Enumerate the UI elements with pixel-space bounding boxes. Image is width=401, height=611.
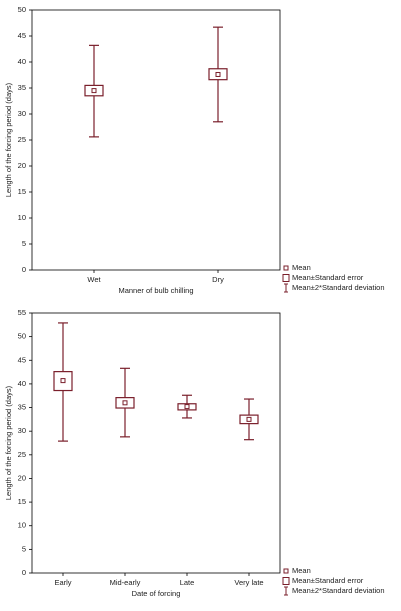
y-axis-label: Length of the forcing period (days) <box>4 82 13 197</box>
x-tick-label: Early <box>54 578 71 587</box>
legend-symbol <box>283 265 289 271</box>
mean-marker <box>60 378 66 384</box>
y-tick-label: 15 <box>18 497 26 506</box>
legend-label: Mean±2*Standard deviation <box>292 283 385 292</box>
legend-label: Mean±2*Standard deviation <box>292 586 385 595</box>
plot-area <box>31 312 281 574</box>
y-tick-label: 35 <box>18 403 26 412</box>
y-tick-label: 45 <box>18 355 26 364</box>
y-tick-label: 25 <box>18 135 26 144</box>
x-tick-label: Late <box>180 578 195 587</box>
legend-label: Mean±Standard error <box>292 576 364 585</box>
y-tick-label: 45 <box>18 31 26 40</box>
mean-marker <box>91 88 97 94</box>
mean-marker <box>215 71 221 77</box>
x-tick-label: Mid-early <box>110 578 141 587</box>
legend-label: Mean <box>292 263 311 272</box>
legend-symbol <box>282 577 290 585</box>
mean-marker <box>184 404 190 410</box>
x-tick-label: Very late <box>234 578 263 587</box>
chart: 0 5 10 15 20 25 30 35 40 45 50 Length of the forcin… <box>4 5 385 295</box>
y-tick-label: 10 <box>18 521 26 530</box>
y-tick-label: 0 <box>22 568 26 577</box>
y-tick-label: 20 <box>18 161 26 170</box>
legend-symbol <box>283 568 289 574</box>
y-tick-label: 5 <box>22 544 26 553</box>
y-tick-label: 30 <box>18 426 26 435</box>
y-tick-label: 5 <box>22 239 26 248</box>
chart: 0 5 10 15 20 25 30 35 40 45 50 55 Length of the forc… <box>4 308 385 598</box>
y-tick-label: 50 <box>18 5 26 14</box>
x-tick-label: Dry <box>212 275 224 284</box>
y-tick-label: 30 <box>18 109 26 118</box>
legend-label: Mean±Standard error <box>292 273 364 282</box>
y-tick-label: 20 <box>18 473 26 482</box>
y-tick-label: 35 <box>18 83 26 92</box>
y-tick-label: 40 <box>18 57 26 66</box>
y-tick-label: 0 <box>22 265 26 274</box>
plot-area <box>31 9 281 271</box>
legend-symbol <box>282 274 290 282</box>
y-tick-label: 40 <box>18 379 26 388</box>
y-tick-label: 15 <box>18 187 26 196</box>
x-axis-label: Date of forcing <box>132 589 181 598</box>
y-axis-label: Length of the forcing period (days) <box>4 385 13 500</box>
mean-marker <box>246 416 252 422</box>
y-tick-label: 25 <box>18 450 26 459</box>
x-tick-label: Wet <box>87 275 101 284</box>
legend-label: Mean <box>292 566 311 575</box>
x-axis-label: Manner of bulb chilling <box>118 286 193 295</box>
y-tick-label: 55 <box>18 308 26 317</box>
y-tick-label: 50 <box>18 332 26 341</box>
y-tick-label: 10 <box>18 213 26 222</box>
mean-marker <box>122 400 128 406</box>
